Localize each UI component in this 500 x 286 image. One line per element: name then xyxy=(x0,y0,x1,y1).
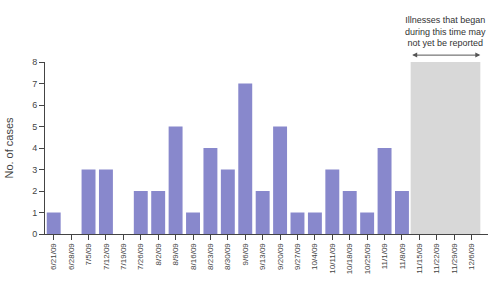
svg-text:10/4/09: 10/4/09 xyxy=(311,243,320,270)
svg-text:8/2/09: 8/2/09 xyxy=(154,243,163,266)
svg-text:9/13/09: 9/13/09 xyxy=(258,243,267,270)
svg-text:7/26/09: 7/26/09 xyxy=(136,243,145,270)
svg-text:11/22/09: 11/22/09 xyxy=(432,243,441,274)
svg-text:6/21/09: 6/21/09 xyxy=(49,243,58,270)
svg-text:8/30/09: 8/30/09 xyxy=(223,243,232,270)
svg-text:No. of cases: No. of cases xyxy=(3,117,15,179)
svg-text:2: 2 xyxy=(32,186,37,196)
svg-text:12/6/09: 12/6/09 xyxy=(467,243,476,270)
svg-text:6: 6 xyxy=(32,100,37,110)
svg-text:7/12/09: 7/12/09 xyxy=(102,243,111,270)
svg-text:7/19/09: 7/19/09 xyxy=(119,243,128,270)
svg-text:8: 8 xyxy=(32,57,37,67)
svg-text:11/29/09: 11/29/09 xyxy=(450,243,459,274)
svg-text:3: 3 xyxy=(32,165,37,175)
svg-text:4: 4 xyxy=(32,143,37,153)
svg-text:Illnesses that beganduring thi: Illnesses that beganduring this time may… xyxy=(405,15,486,48)
svg-text:10/11/09: 10/11/09 xyxy=(328,243,337,274)
svg-text:9/6/09: 9/6/09 xyxy=(241,243,250,266)
svg-text:9/20/09: 9/20/09 xyxy=(276,243,285,270)
svg-text:10/18/09: 10/18/09 xyxy=(345,243,354,275)
svg-text:5: 5 xyxy=(32,122,37,132)
svg-text:7/5/09: 7/5/09 xyxy=(84,243,93,266)
svg-text:11/8/09: 11/8/09 xyxy=(398,243,407,270)
svg-text:8/16/09: 8/16/09 xyxy=(189,243,198,270)
svg-text:1: 1 xyxy=(32,208,37,218)
svg-text:8/9/09: 8/9/09 xyxy=(171,243,180,266)
svg-text:11/15/09: 11/15/09 xyxy=(415,243,424,274)
svg-text:11/1/09: 11/1/09 xyxy=(380,243,389,270)
svg-text:8/23/09: 8/23/09 xyxy=(206,243,215,270)
svg-text:7: 7 xyxy=(32,79,37,89)
svg-text:9/27/09: 9/27/09 xyxy=(293,243,302,270)
svg-text:10/25/09: 10/25/09 xyxy=(363,243,372,275)
svg-text:0: 0 xyxy=(32,229,37,239)
svg-text:6/28/09: 6/28/09 xyxy=(67,243,76,270)
